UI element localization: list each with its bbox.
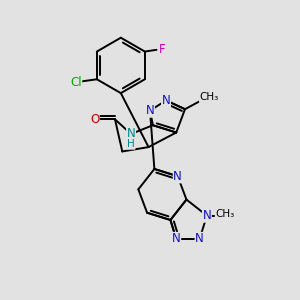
Text: N: N <box>127 128 135 140</box>
Text: N: N <box>173 170 182 183</box>
Text: Cl: Cl <box>70 76 82 89</box>
Text: N: N <box>195 232 204 245</box>
Text: H: H <box>127 139 135 149</box>
Text: CH₃: CH₃ <box>215 209 235 219</box>
Text: CH₃: CH₃ <box>200 92 219 103</box>
Text: O: O <box>90 113 99 126</box>
Text: N: N <box>146 104 154 117</box>
Text: F: F <box>159 43 166 56</box>
Text: N: N <box>162 94 170 107</box>
Text: N: N <box>202 209 211 222</box>
Text: N: N <box>172 232 181 245</box>
